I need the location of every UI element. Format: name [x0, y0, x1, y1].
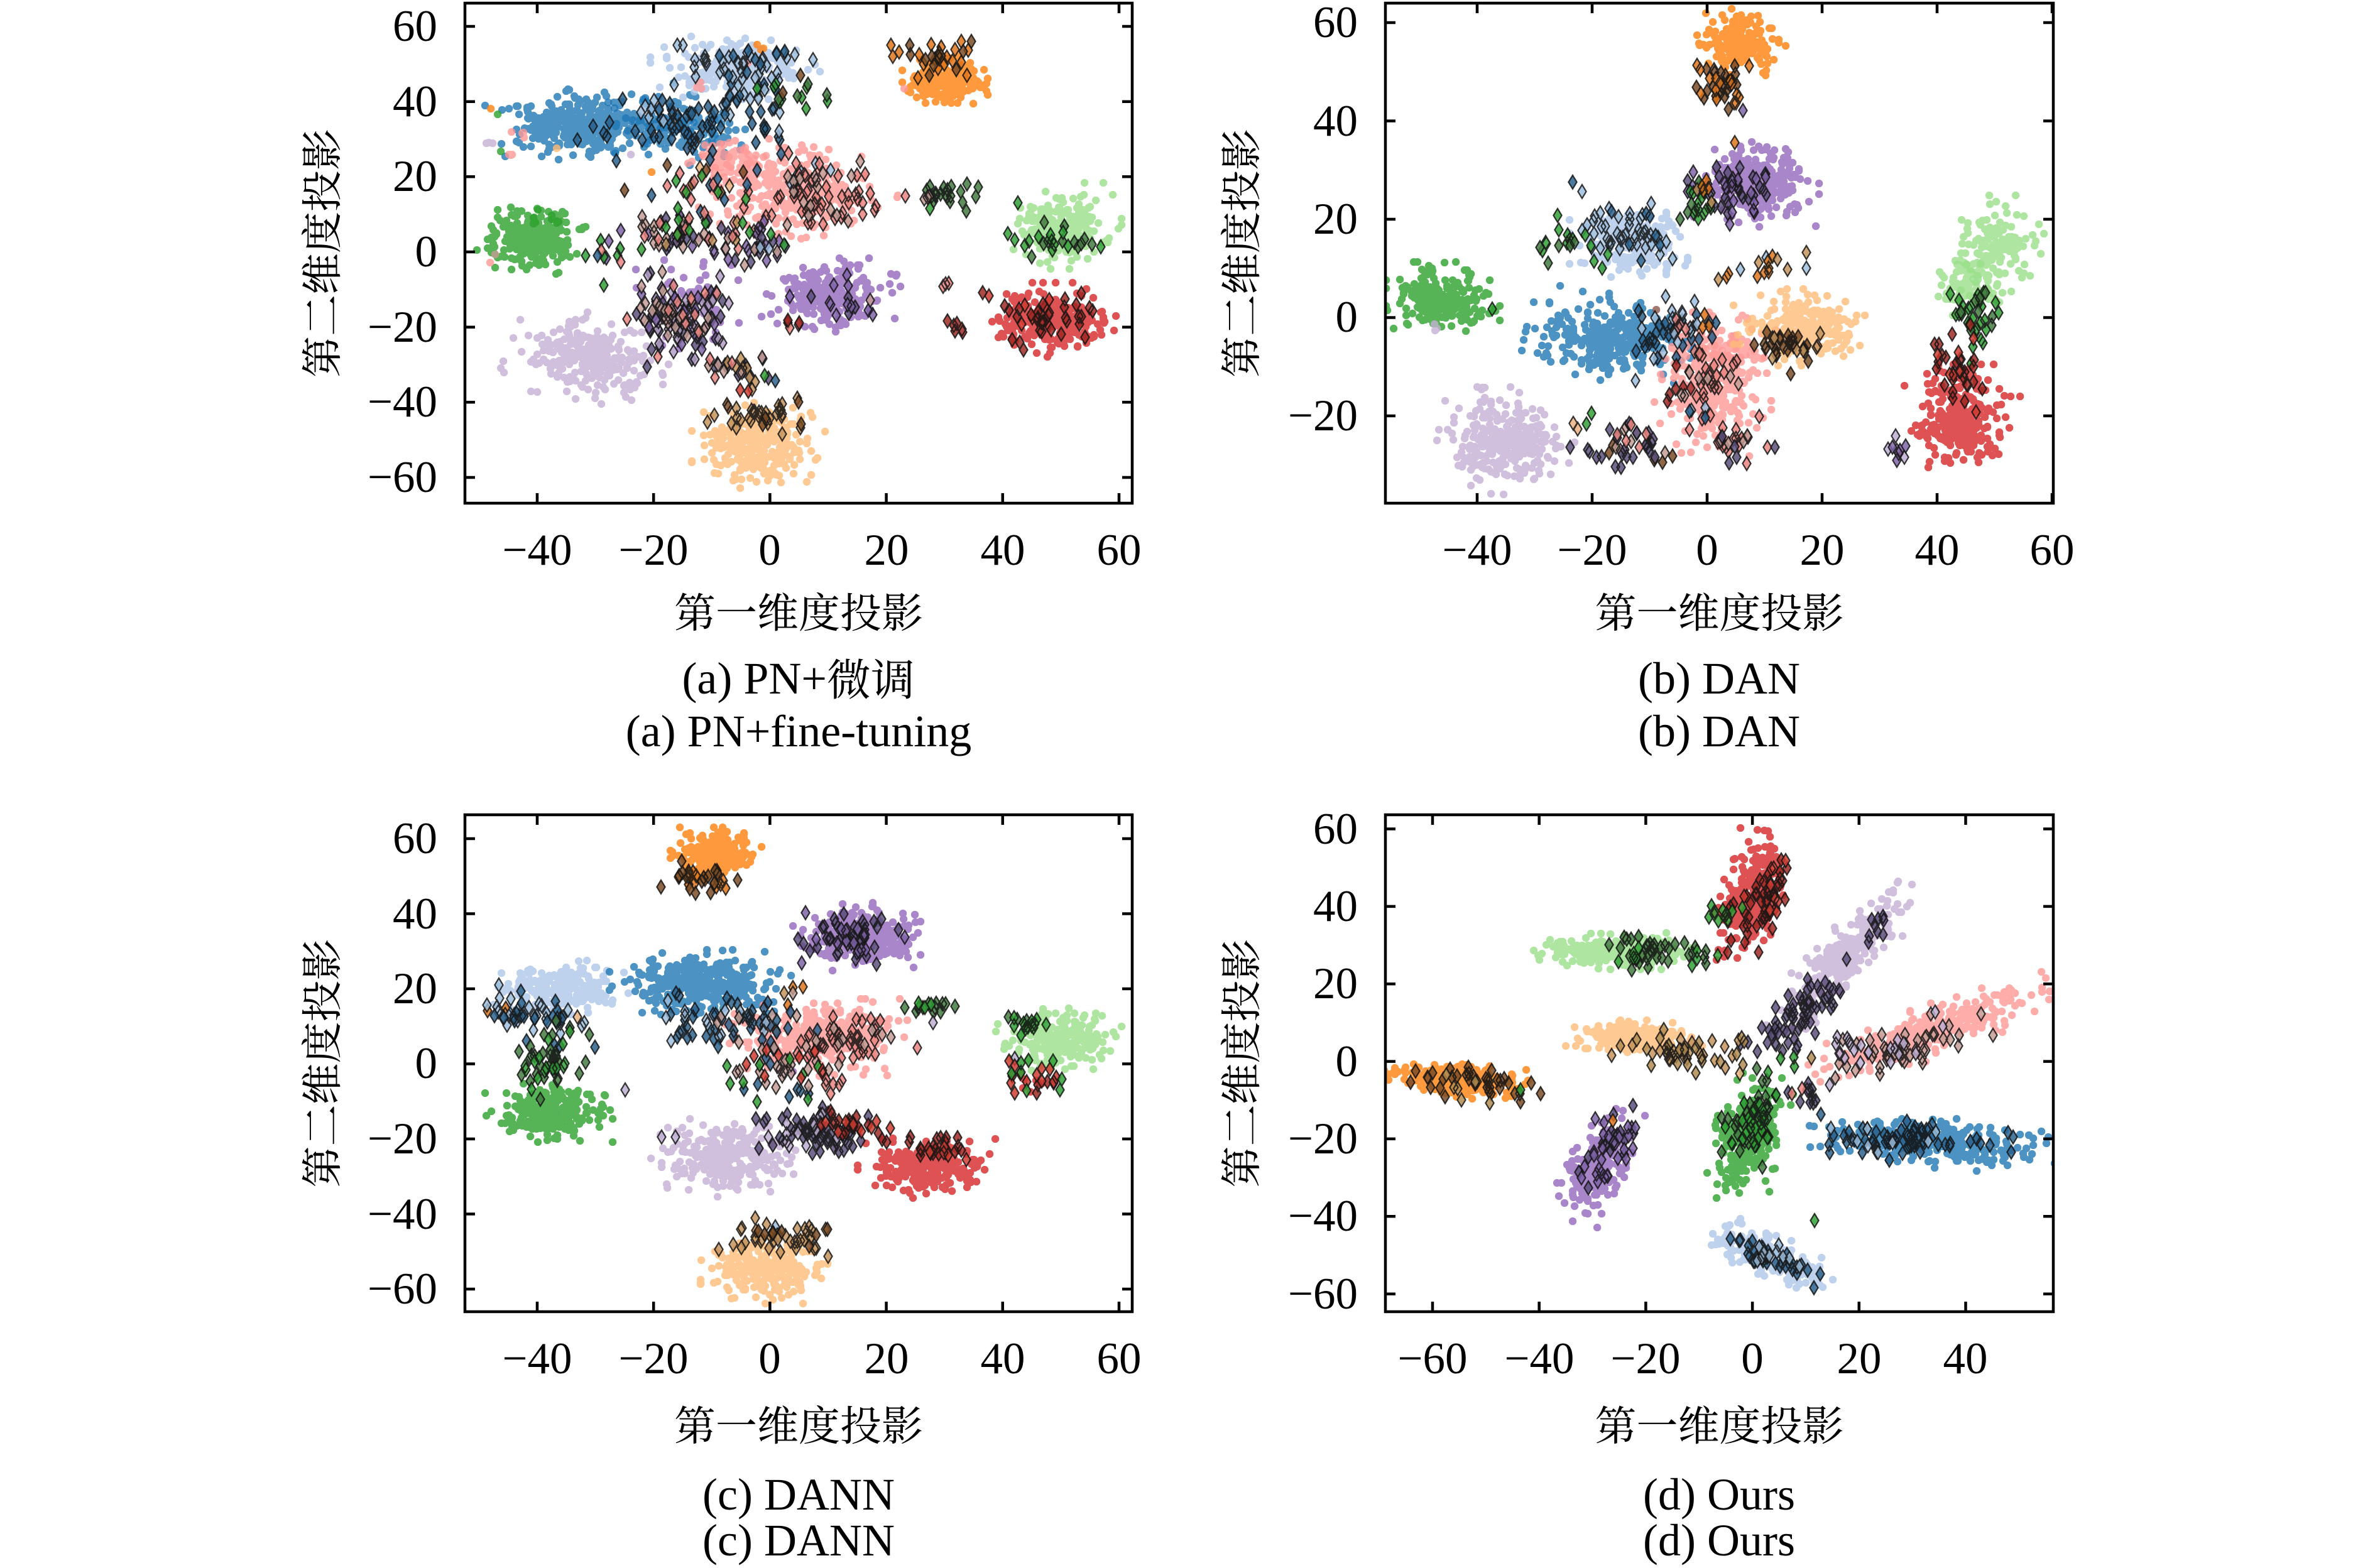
- svg-text:60: 60: [1097, 526, 1142, 575]
- svg-text:40: 40: [1915, 526, 1960, 575]
- svg-text:60: 60: [1313, 805, 1358, 854]
- svg-text:0: 0: [758, 1334, 781, 1383]
- svg-text:40: 40: [1313, 882, 1358, 931]
- svg-text:40: 40: [1313, 97, 1358, 146]
- svg-text:−40: −40: [502, 1334, 572, 1383]
- svg-text:(c) DANN: (c) DANN: [702, 1469, 895, 1520]
- svg-text:40: 40: [393, 890, 437, 939]
- svg-text:−60: −60: [1288, 1270, 1358, 1319]
- svg-text:40: 40: [981, 526, 1025, 575]
- svg-text:20: 20: [865, 1334, 909, 1383]
- svg-text:−20: −20: [1288, 391, 1358, 440]
- svg-text:20: 20: [1313, 195, 1358, 244]
- svg-text:0: 0: [415, 1039, 438, 1088]
- svg-text:60: 60: [1313, 0, 1358, 47]
- svg-text:0: 0: [1741, 1334, 1764, 1383]
- svg-text:40: 40: [981, 1334, 1025, 1383]
- svg-text:(d) Ours: (d) Ours: [1643, 1515, 1795, 1565]
- svg-text:(a) PN+: (a) PN+: [682, 653, 827, 704]
- svg-text:40: 40: [393, 77, 437, 126]
- svg-text:−20: −20: [618, 1334, 688, 1383]
- svg-text:20: 20: [1800, 526, 1845, 575]
- svg-text:0: 0: [1696, 526, 1718, 575]
- svg-text:−20: −20: [368, 1114, 437, 1163]
- svg-text:0: 0: [1336, 1037, 1358, 1086]
- svg-text:−20: −20: [1288, 1114, 1358, 1163]
- svg-text:−40: −40: [368, 1190, 437, 1239]
- svg-text:20: 20: [1837, 1334, 1882, 1383]
- svg-text:60: 60: [393, 2, 437, 51]
- svg-text:−20: −20: [368, 303, 437, 352]
- svg-text:20: 20: [393, 152, 437, 201]
- svg-text:−20: −20: [618, 526, 688, 575]
- svg-text:20: 20: [865, 526, 909, 575]
- svg-text:60: 60: [2030, 526, 2075, 575]
- svg-text:−40: −40: [368, 378, 437, 427]
- svg-text:60: 60: [1097, 1334, 1142, 1383]
- svg-text:−60: −60: [368, 453, 437, 502]
- svg-text:−40: −40: [1504, 1334, 1574, 1383]
- svg-text:20: 20: [393, 964, 437, 1013]
- svg-text:−40: −40: [502, 526, 572, 575]
- svg-text:(b) DAN: (b) DAN: [1638, 706, 1800, 756]
- svg-text:−60: −60: [1397, 1334, 1467, 1383]
- svg-text:0: 0: [758, 526, 781, 575]
- svg-text:60: 60: [393, 814, 437, 863]
- svg-text:0: 0: [1336, 293, 1358, 342]
- svg-text:20: 20: [1313, 959, 1358, 1008]
- svg-text:−20: −20: [1557, 526, 1627, 575]
- svg-text:−20: −20: [1610, 1334, 1680, 1383]
- svg-text:−40: −40: [1288, 1192, 1358, 1241]
- svg-text:(a) PN+fine-tuning: (a) PN+fine-tuning: [626, 706, 971, 756]
- svg-text:−40: −40: [1442, 526, 1512, 575]
- svg-text:40: 40: [1943, 1334, 1988, 1383]
- svg-text:(d) Ours: (d) Ours: [1643, 1469, 1795, 1520]
- svg-text:(b) DAN: (b) DAN: [1638, 653, 1800, 704]
- svg-text:0: 0: [415, 227, 438, 276]
- svg-text:(c) DANN: (c) DANN: [702, 1515, 895, 1565]
- svg-text:−60: −60: [368, 1265, 437, 1314]
